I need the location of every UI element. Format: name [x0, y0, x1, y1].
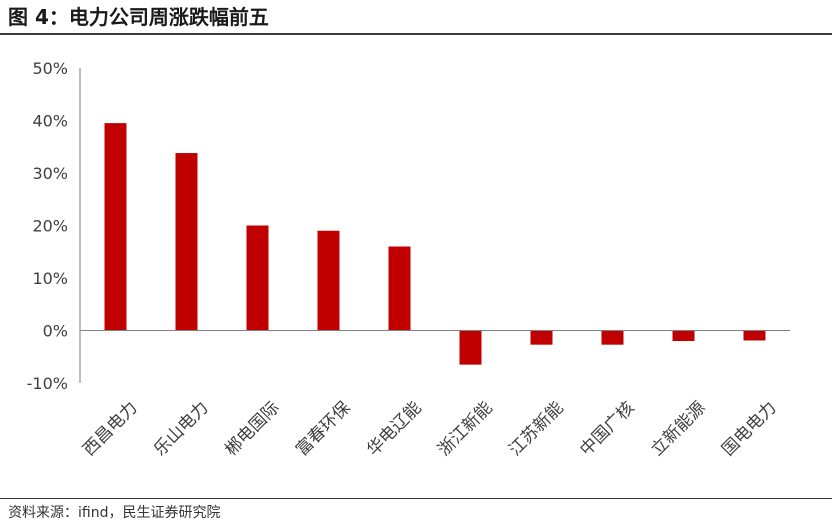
x-tick-label: 郴电国际: [221, 398, 283, 460]
figure-title: 图 4：电力公司周涨跌幅前五: [8, 5, 269, 29]
bar: [317, 230, 340, 331]
x-tick-label: 江苏新能: [505, 398, 567, 460]
y-tick-labels: -10% 0% 10% 20% 30% 40% 50%: [27, 59, 68, 393]
x-tick-label: 华电辽能: [363, 398, 425, 460]
x-tick-labels: 西昌电力 乐山电力 郴电国际 富春环保 华电辽能 浙江新能 江苏新能 中国广核 立新能源 国电电力: [79, 398, 780, 460]
bar: [601, 330, 624, 345]
bar: [743, 330, 766, 341]
title-divider: [0, 33, 832, 35]
bar: [104, 123, 127, 331]
y-tick-label: 40%: [32, 112, 68, 131]
y-tick-label: 30%: [32, 164, 68, 183]
bar-series: [104, 123, 766, 365]
bar: [672, 330, 695, 341]
x-tick-label: 富春环保: [292, 398, 354, 460]
source-note: 资料来源：ifind，民生证券研究院: [8, 505, 221, 521]
y-tick-label: 50%: [32, 59, 68, 78]
y-tick-label: -10%: [27, 374, 68, 393]
y-tick-label: 10%: [32, 269, 68, 288]
bar: [175, 153, 198, 331]
x-tick-label: 浙江新能: [434, 398, 496, 460]
y-tick-label: 0%: [43, 322, 68, 341]
footer-divider: [0, 498, 832, 499]
bar-chart: -10% 0% 10% 20% 30% 40% 50% 西昌电力 乐山电力 郴电国际 富春环保 华电…: [27, 59, 790, 460]
x-tick-label: 乐山电力: [150, 398, 212, 460]
bar: [388, 246, 411, 331]
x-tick-label: 中国广核: [576, 398, 638, 460]
bar: [246, 225, 269, 331]
bar: [530, 330, 553, 345]
x-tick-label: 立新能源: [647, 398, 709, 460]
y-tick-label: 20%: [32, 217, 68, 236]
x-tick-label: 国电电力: [718, 398, 780, 460]
x-tick-label: 西昌电力: [79, 398, 141, 460]
bar: [459, 330, 482, 365]
